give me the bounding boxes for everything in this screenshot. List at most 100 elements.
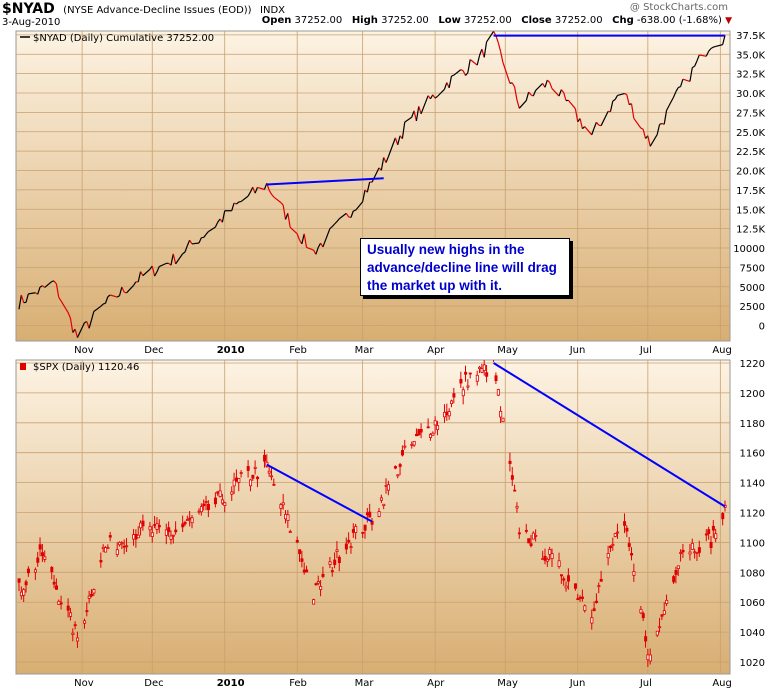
nyad-line-segment bbox=[478, 48, 483, 56]
spx-candle-body bbox=[319, 586, 323, 590]
nyad-line-segment bbox=[345, 213, 350, 218]
nyad-line-segment bbox=[722, 35, 726, 45]
nyad-line-segment bbox=[76, 322, 85, 338]
nyad-line-segment bbox=[465, 72, 469, 76]
spx-candle-body bbox=[337, 556, 341, 563]
spx-candle-body bbox=[641, 613, 645, 619]
spx-candle-body bbox=[302, 569, 306, 573]
nyad-line-segment bbox=[584, 126, 593, 136]
nyad-line-segment bbox=[691, 65, 695, 69]
y-tick-label: 1100 bbox=[740, 538, 765, 549]
nyad-line-segment bbox=[598, 124, 602, 127]
spx-candle-body bbox=[216, 491, 220, 494]
nyad-line-segment bbox=[282, 204, 287, 220]
spx-candle-body bbox=[485, 372, 489, 377]
chart-date: 3-Aug-2010 bbox=[2, 17, 61, 28]
spx-candle-body bbox=[493, 356, 495, 359]
spx-candle-body bbox=[566, 575, 570, 582]
spx-candle-body bbox=[592, 608, 596, 612]
nyad-line-segment bbox=[331, 223, 336, 227]
nyad-line-segment bbox=[159, 262, 167, 268]
spx-candle-body bbox=[223, 502, 227, 506]
spx-candle-body bbox=[354, 526, 358, 533]
spx-candle-body bbox=[328, 561, 332, 565]
spx-candle-body bbox=[419, 428, 423, 433]
nyad-line-segment bbox=[249, 186, 254, 193]
spx-candle-body bbox=[665, 599, 669, 604]
spx-candle-body bbox=[599, 578, 603, 582]
trendline bbox=[493, 362, 726, 508]
spx-candle-body bbox=[410, 443, 414, 446]
x-tick-label: Feb bbox=[289, 345, 307, 356]
spx-candle-body bbox=[59, 602, 63, 605]
spx-candle-body bbox=[298, 549, 302, 555]
nyad-line-segment bbox=[404, 116, 413, 123]
x-tick-label: Mar bbox=[355, 678, 375, 689]
spx-candle-body bbox=[256, 476, 260, 480]
spx-candle-body bbox=[249, 479, 253, 487]
nyad-line-segment bbox=[287, 213, 291, 228]
spx-candle-body bbox=[188, 517, 192, 520]
nyad-line-segment bbox=[315, 247, 319, 255]
nyad-line-segment bbox=[549, 82, 553, 89]
nyad-line-segment bbox=[411, 110, 415, 118]
nyad-line-segment bbox=[633, 117, 642, 129]
nyad-line-segment bbox=[574, 108, 579, 122]
nyad-line-segment bbox=[486, 31, 495, 43]
nyad-line-segment bbox=[306, 246, 314, 251]
y-tick-label: 20.0K bbox=[736, 167, 765, 178]
spx-candle-body bbox=[272, 483, 276, 486]
spx-candle-body bbox=[235, 477, 239, 482]
spx-candle-body bbox=[286, 514, 290, 522]
nyad-line-segment bbox=[329, 226, 333, 230]
nyad-line-segment bbox=[516, 99, 520, 109]
nyad-line-segment bbox=[675, 87, 679, 92]
spx-candle-body bbox=[648, 654, 652, 662]
spx-candle-body bbox=[611, 543, 615, 546]
nyad-line-segment bbox=[413, 110, 418, 122]
spx-candle-body bbox=[429, 434, 433, 438]
nyad-line-segment bbox=[107, 294, 111, 298]
spx-candle-body bbox=[267, 470, 271, 474]
spx-candle-body bbox=[557, 560, 561, 567]
y-tick-label: 12.5K bbox=[736, 225, 765, 236]
spx-candle-body bbox=[382, 503, 386, 506]
spx-candle-body bbox=[646, 654, 650, 661]
spx-candle-body bbox=[681, 549, 685, 553]
nyad-line-segment bbox=[121, 286, 125, 293]
nyad-line-segment bbox=[280, 202, 284, 206]
spx-candle-body bbox=[218, 490, 222, 497]
spx-candle-body bbox=[99, 559, 103, 563]
spx-candle-body bbox=[468, 372, 472, 375]
spx-candle-body bbox=[707, 529, 711, 535]
spx-candle-body bbox=[541, 558, 545, 560]
nyad-line-segment bbox=[385, 156, 389, 163]
nyad-line-segment bbox=[257, 186, 265, 190]
spx-candle-body bbox=[688, 551, 692, 555]
spx-candle-body bbox=[90, 593, 94, 597]
spx-candle-body bbox=[436, 425, 440, 431]
spx-candle-body bbox=[239, 472, 243, 475]
spx-candle-body bbox=[270, 475, 274, 478]
nyad-line-segment bbox=[713, 45, 716, 48]
nyad-line-segment bbox=[663, 110, 668, 125]
nyad-line-segment bbox=[518, 100, 527, 109]
nyad-line-segment bbox=[231, 202, 235, 211]
spx-candle-body bbox=[695, 551, 699, 554]
legend-label: $SPX (Daily) 1120.46 bbox=[33, 362, 139, 373]
nyad-line-segment bbox=[535, 83, 544, 91]
nyad-line-segment bbox=[116, 295, 120, 298]
spx-candle-body bbox=[36, 557, 40, 563]
symbol-title: $NYAD (NYSE Advance-Decline Issues (EOD)… bbox=[2, 1, 285, 17]
spx-candle-body bbox=[639, 608, 643, 614]
symbol: $NYAD bbox=[2, 1, 55, 17]
nyad-line-segment bbox=[137, 271, 142, 282]
x-tick-label: Feb bbox=[289, 678, 307, 689]
nyad-line-segment bbox=[184, 245, 188, 253]
nyad-line-segment bbox=[118, 286, 123, 296]
spx-candle-body bbox=[714, 533, 718, 539]
x-tick-label: May bbox=[497, 678, 518, 689]
nyad-line-segment bbox=[673, 91, 677, 98]
spx-candle-body bbox=[709, 541, 713, 549]
spx-candle-body bbox=[43, 556, 47, 560]
